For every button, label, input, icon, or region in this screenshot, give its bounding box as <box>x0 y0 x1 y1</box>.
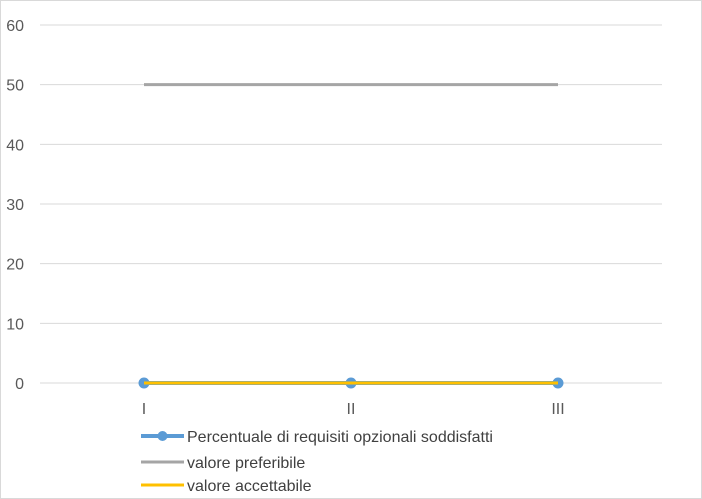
gridlines <box>40 24 662 384</box>
y-tick-label: 30 <box>6 197 24 214</box>
y-axis: 0 10 20 30 40 50 60 <box>6 18 24 393</box>
y-tick-label: 50 <box>6 78 24 95</box>
series-group <box>138 83 564 389</box>
x-tick-label: III <box>551 401 564 418</box>
x-axis: I II III <box>142 401 565 418</box>
legend-label-0: Percentuale di requisiti opzionali soddi… <box>187 429 493 446</box>
y-tick-label: 10 <box>6 316 24 333</box>
y-tick-label: 40 <box>6 137 24 154</box>
x-tick-label: I <box>142 401 146 418</box>
legend-label-1: valore preferibile <box>187 455 305 472</box>
legend-marker-0 <box>157 431 168 441</box>
y-tick-label: 0 <box>15 376 24 393</box>
y-tick-label: 60 <box>6 18 24 35</box>
legend: Percentuale di requisiti opzionali soddi… <box>141 429 493 495</box>
legend-label-2: valore accettabile <box>187 478 312 495</box>
y-tick-label: 20 <box>6 257 24 274</box>
x-tick-label: II <box>347 401 356 418</box>
